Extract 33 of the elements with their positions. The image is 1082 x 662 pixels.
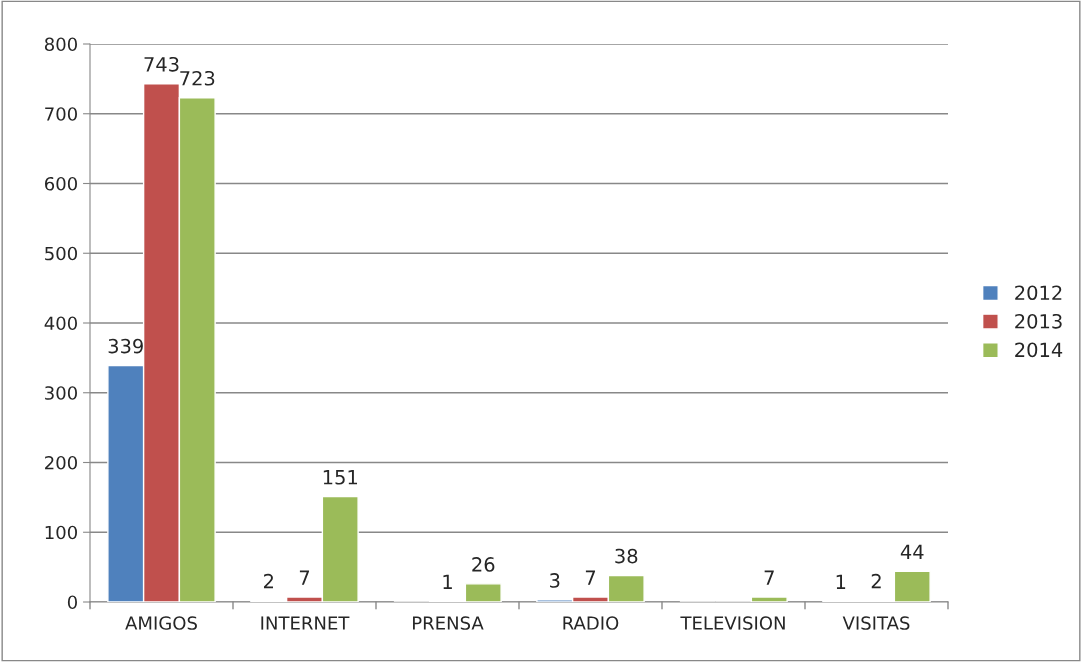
- y-tick-label: 100: [45, 525, 77, 540]
- y-tick-label: 200: [45, 455, 77, 470]
- x-tick-label: PRENSA: [413, 616, 484, 630]
- y-tick-label: 300: [45, 386, 77, 400]
- data-label: 723: [180, 70, 215, 86]
- data-label: 2: [871, 573, 881, 589]
- data-label: 339: [108, 338, 143, 354]
- data-label: 7: [299, 570, 310, 585]
- y-tick-label: 800: [44, 37, 77, 52]
- y-tick-label: 600: [44, 176, 77, 191]
- legend-label: 2014: [1015, 342, 1063, 358]
- data-label: 44: [900, 544, 924, 559]
- data-label: 1: [836, 574, 846, 589]
- data-label: 743: [144, 56, 179, 72]
- y-tick-label: 500: [45, 246, 77, 261]
- y-tick-label: 400: [44, 316, 77, 331]
- legend-label: 2012: [1015, 285, 1062, 301]
- x-tick-label: INTERNET: [261, 616, 350, 630]
- y-tick-label: 0: [67, 595, 77, 610]
- legend-label: 2013: [1015, 313, 1062, 329]
- data-label: 7: [764, 570, 774, 585]
- x-tick-label: VISITAS: [842, 616, 910, 630]
- data-label: 38: [615, 548, 638, 564]
- data-label: 7: [585, 570, 596, 585]
- data-label: 151: [323, 470, 358, 485]
- x-tick-label: TELEVISION: [680, 616, 785, 630]
- data-label: 3: [550, 573, 560, 588]
- x-tick-label: RADIO: [563, 616, 619, 630]
- y-tick-label: 700: [45, 107, 77, 121]
- x-tick-label: AMIGOS: [125, 616, 197, 630]
- data-label: 2: [263, 573, 273, 589]
- data-label: 26: [472, 557, 495, 572]
- data-label: 1: [443, 574, 452, 589]
